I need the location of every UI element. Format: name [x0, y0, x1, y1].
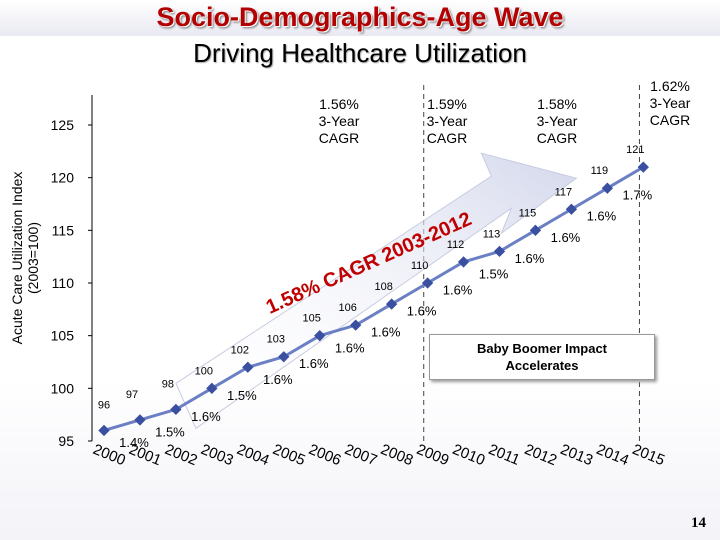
data-label: 100	[195, 365, 213, 377]
cagr-box-3: 1.58% 3-Year CAGR	[525, 96, 589, 147]
data-label: 121	[626, 144, 644, 156]
data-label: 103	[267, 334, 285, 346]
growth-label: 1.5%	[155, 425, 185, 440]
growth-label: 1.6%	[515, 251, 545, 266]
x-tick-label: 2005	[270, 441, 307, 469]
cagr-label: CAGR	[318, 130, 360, 146]
x-tick-label: 2006	[306, 441, 343, 469]
y-tick-label: 95	[58, 433, 74, 449]
x-tick-label: 2011	[486, 441, 522, 469]
growth-label: 1.6%	[335, 340, 365, 355]
data-point	[421, 277, 434, 289]
growth-label: 1.7%	[623, 188, 653, 203]
series-line	[103, 165, 645, 432]
data-point	[206, 382, 218, 394]
page-number: 14	[691, 515, 706, 531]
cagr-label: CAGR	[426, 130, 468, 146]
data-label: 113	[483, 228, 501, 240]
cagr-period: 3-Year	[536, 113, 578, 129]
growth-label: 1.6%	[263, 372, 293, 387]
data-label: 97	[126, 389, 138, 401]
growth-label: 1.6%	[371, 325, 401, 340]
page-subtitle: Driving Healthcare Utilization	[193, 38, 527, 68]
data-label: 112	[447, 239, 465, 251]
growth-label: 1.5%	[227, 388, 257, 403]
data-label: 105	[303, 313, 321, 325]
data-point	[457, 256, 470, 268]
cagr-box-4: 1.62% 3-Year CAGR	[638, 78, 702, 129]
data-point	[170, 403, 182, 416]
y-tick-label: 125	[51, 117, 75, 133]
data-point	[314, 330, 326, 342]
data-label: 110	[411, 260, 429, 272]
data-label: 117	[555, 186, 573, 198]
data-label: 98	[162, 378, 174, 390]
baby-boomer-callout: Baby Boomer Impact Accelerates	[429, 334, 655, 380]
cagr-box-1: 1.56% 3-Year CAGR	[307, 96, 371, 147]
cagr-value: 1.58%	[537, 96, 577, 112]
data-label: 119	[591, 165, 609, 177]
callout-line-2: Accelerates	[505, 358, 579, 373]
cagr-period: 3-Year	[649, 95, 691, 111]
x-tick-label: 2010	[450, 441, 487, 469]
cagr-period: 3-Year	[426, 113, 468, 129]
data-label: 96	[98, 399, 110, 411]
growth-label: 1.6%	[299, 356, 329, 371]
x-tick-label: 2008	[378, 441, 415, 469]
x-tick-label: 2012	[522, 441, 559, 469]
x-tick-label: 2013	[558, 441, 595, 469]
cagr-period: 3-Year	[318, 113, 360, 129]
cagr-value: 1.59%	[427, 96, 467, 112]
growth-label: 1.6%	[587, 209, 617, 224]
x-tick-label: 2015	[630, 441, 667, 469]
data-point	[278, 351, 290, 363]
growth-label: 1.6%	[407, 304, 437, 319]
data-label: 108	[374, 281, 392, 293]
growth-label: 1.6%	[191, 409, 221, 424]
data-point	[601, 182, 614, 194]
data-point	[529, 224, 542, 236]
y-tick-label: 115	[52, 222, 75, 238]
data-point	[385, 298, 398, 310]
y-axis-subtitle: (2003=100)	[25, 222, 41, 294]
page-title: Socio-Demographics-Age Wave	[156, 2, 564, 32]
growth-label: 1.6%	[443, 282, 473, 297]
data-point	[350, 319, 362, 331]
cagr-label: CAGR	[649, 112, 691, 128]
growth-label: 1.6%	[551, 230, 581, 245]
data-label: 102	[231, 344, 249, 356]
cagr-value: 1.56%	[319, 96, 359, 112]
growth-label: 1.5%	[479, 267, 509, 282]
title-banner	[0, 0, 720, 36]
data-point	[493, 245, 506, 258]
data-label: 106	[339, 302, 357, 314]
x-tick-label: 2004	[234, 441, 271, 469]
x-tick-label: 2002	[162, 441, 199, 469]
cagr-value: 1.62%	[650, 78, 690, 94]
y-tick-label: 110	[52, 275, 75, 291]
y-tick-label: 105	[51, 328, 75, 344]
data-point	[242, 361, 254, 373]
data-point	[134, 414, 146, 426]
x-tick-label: 2003	[198, 441, 235, 469]
x-tick-label: 2007	[342, 441, 379, 469]
cagr-label: CAGR	[536, 130, 578, 146]
y-axis-title: Acute Care Utilization Index	[9, 172, 25, 345]
cagr-box-2: 1.59% 3-Year CAGR	[415, 96, 479, 147]
data-point	[565, 203, 578, 215]
x-tick-label: 2014	[594, 441, 631, 469]
callout-line-1: Baby Boomer Impact	[476, 341, 608, 356]
x-tick-label: 2009	[414, 441, 451, 469]
y-tick-label: 120	[51, 170, 75, 186]
growth-label: 1.4%	[119, 435, 149, 450]
data-label: 115	[519, 207, 537, 219]
data-point	[98, 424, 110, 437]
y-tick-label: 100	[51, 380, 75, 396]
data-point	[637, 161, 649, 173]
